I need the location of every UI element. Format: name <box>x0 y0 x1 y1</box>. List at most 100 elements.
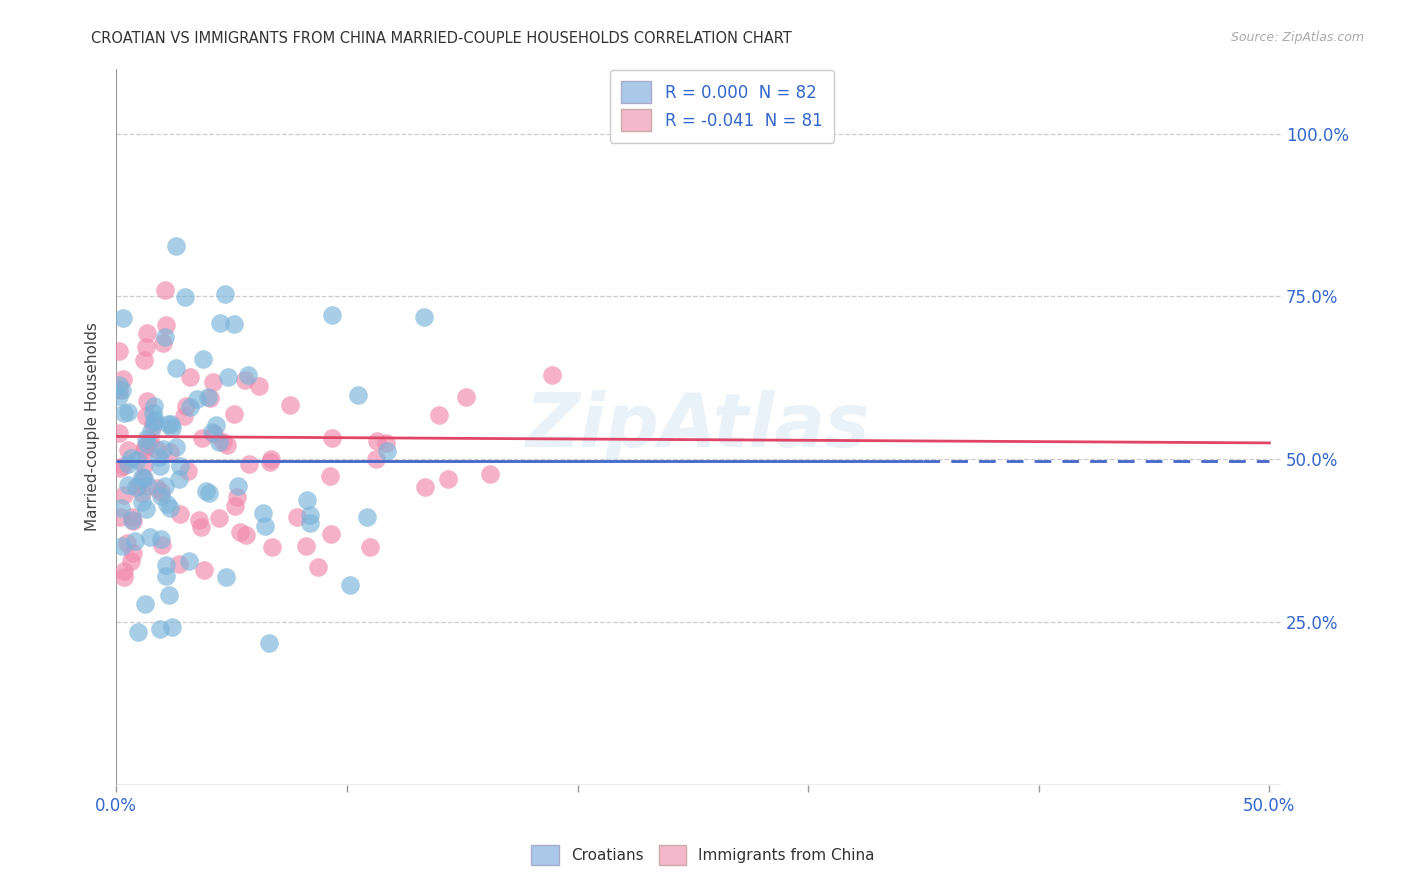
Point <box>117 405 139 419</box>
Point <box>124 533 146 548</box>
Point <box>375 443 398 458</box>
Point <box>198 486 221 500</box>
Point <box>179 401 201 415</box>
Point <box>107 383 129 397</box>
Legend: R = 0.000  N = 82, R = -0.041  N = 81: R = 0.000 N = 82, R = -0.041 N = 81 <box>610 70 834 143</box>
Point <box>321 308 343 322</box>
Text: Source: ZipAtlas.com: Source: ZipAtlas.com <box>1230 31 1364 45</box>
Point <box>160 620 183 634</box>
Point <box>155 568 177 582</box>
Point <box>136 479 159 493</box>
Point <box>257 636 280 650</box>
Point <box>142 399 165 413</box>
Point <box>278 398 301 412</box>
Point <box>298 516 321 530</box>
Point <box>201 425 224 440</box>
Point <box>187 513 209 527</box>
Point <box>236 368 259 382</box>
Point <box>107 389 129 403</box>
Text: ZipAtlas: ZipAtlas <box>526 390 870 463</box>
Point <box>224 318 246 332</box>
Point <box>136 394 159 409</box>
Point <box>208 317 231 331</box>
Point <box>111 540 134 554</box>
Point <box>120 450 142 465</box>
Point <box>135 502 157 516</box>
Point <box>252 506 274 520</box>
Point <box>205 417 228 432</box>
Point <box>127 453 149 467</box>
Point <box>159 500 181 515</box>
Point <box>145 442 167 457</box>
Point <box>217 438 239 452</box>
Point <box>132 471 155 485</box>
Point <box>131 470 153 484</box>
Point <box>201 376 224 390</box>
Point <box>121 513 143 527</box>
Point <box>142 415 165 429</box>
Point <box>149 489 172 503</box>
Point <box>285 509 308 524</box>
Point <box>165 239 187 253</box>
Point <box>456 390 478 404</box>
Point <box>142 417 165 432</box>
Point <box>142 406 165 420</box>
Point <box>150 538 173 552</box>
Point <box>186 392 208 406</box>
Point <box>114 564 136 578</box>
Point <box>107 425 129 440</box>
Point <box>262 540 284 554</box>
Point <box>135 326 157 341</box>
Point <box>153 330 176 344</box>
Point <box>174 399 197 413</box>
Point <box>202 427 225 442</box>
Point <box>157 589 180 603</box>
Point <box>112 570 135 584</box>
Point <box>127 478 149 492</box>
Point <box>115 536 138 550</box>
Point <box>177 554 200 568</box>
Y-axis label: Married-couple Households: Married-couple Households <box>86 322 100 531</box>
Point <box>148 622 170 636</box>
Text: CROATIAN VS IMMIGRANTS FROM CHINA MARRIED-COUPLE HOUSEHOLDS CORRELATION CHART: CROATIAN VS IMMIGRANTS FROM CHINA MARRIE… <box>91 31 792 46</box>
Point <box>135 437 157 451</box>
Point <box>108 510 131 524</box>
Point <box>211 434 233 449</box>
Point <box>169 507 191 521</box>
Point <box>131 495 153 509</box>
Point <box>124 481 146 495</box>
Point <box>121 553 143 567</box>
Point <box>359 540 381 554</box>
Point <box>134 443 156 458</box>
Point <box>208 510 231 524</box>
Point <box>167 557 190 571</box>
Point <box>260 452 283 467</box>
Point <box>148 459 170 474</box>
Point <box>121 510 143 524</box>
Point <box>198 391 221 405</box>
Point <box>156 497 179 511</box>
Point <box>112 406 135 420</box>
Point <box>177 464 200 478</box>
Point <box>107 378 129 392</box>
Point <box>208 434 231 449</box>
Point <box>159 417 181 431</box>
Point <box>415 480 437 494</box>
Point <box>297 492 319 507</box>
Point <box>224 407 246 421</box>
Point <box>214 287 236 301</box>
Point <box>139 530 162 544</box>
Point <box>228 479 250 493</box>
Point <box>107 343 129 358</box>
Point <box>117 478 139 492</box>
Point <box>224 499 246 513</box>
Point <box>356 510 378 524</box>
Point <box>347 388 370 402</box>
Point <box>307 559 329 574</box>
Point <box>366 434 388 449</box>
Point <box>429 408 451 422</box>
Point <box>259 455 281 469</box>
Point <box>132 471 155 485</box>
Point <box>228 524 250 539</box>
Point <box>197 390 219 404</box>
